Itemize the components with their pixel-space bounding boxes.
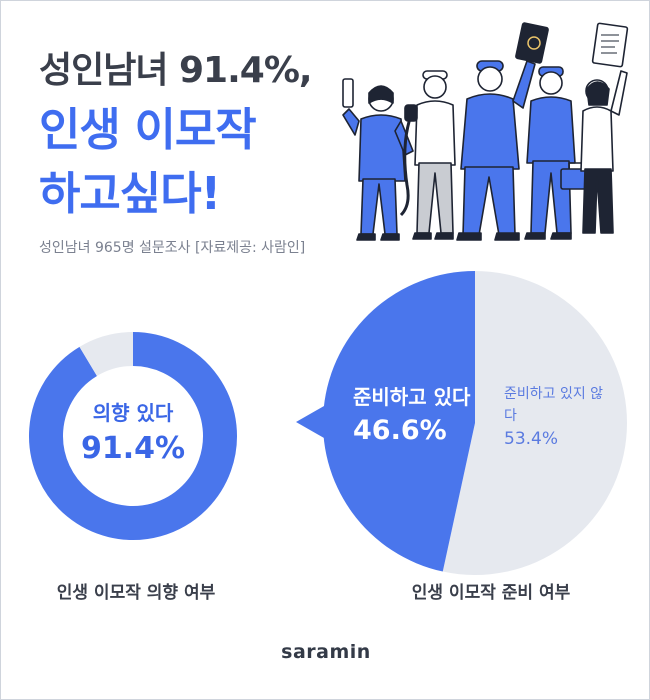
pie-slice-no-value: 53.4% bbox=[504, 429, 559, 449]
saramin-logo: saramin bbox=[281, 641, 371, 663]
donut-slice-0 bbox=[29, 332, 237, 540]
worker-toolbox-icon bbox=[524, 66, 592, 240]
donut-chart-caption: 인생 이모작 의향 여부 bbox=[56, 583, 216, 603]
worker-document-icon bbox=[580, 22, 629, 234]
workers-illustration bbox=[342, 22, 629, 241]
worker-hose-icon bbox=[399, 70, 456, 240]
donut-center-value: 91.4% bbox=[80, 431, 186, 466]
donut-center-label: 의향 있다 bbox=[92, 401, 174, 425]
title-line-3: 하고싶다! bbox=[39, 167, 221, 220]
worker-center-icon bbox=[456, 22, 549, 241]
worker-woman-icon bbox=[342, 78, 414, 241]
pie-slice-yes-label: 준비하고 있다 bbox=[353, 385, 471, 409]
pie-slice-yes bbox=[323, 271, 475, 572]
subtitle: 성인남녀 965명 설문조사 [자료제공: 사람인] bbox=[39, 240, 306, 256]
donut-slice-1 bbox=[79, 332, 134, 377]
pie-slice-no-label: 준비하고 있지 않다 bbox=[504, 386, 604, 424]
title-line-1: 성인남녀 91.4%, bbox=[39, 50, 313, 91]
pie-slice-no bbox=[442, 271, 628, 575]
pie-chart-caption: 인생 이모작 준비 여부 bbox=[411, 583, 571, 603]
title-line-2: 인생 이모작 bbox=[39, 103, 257, 156]
pie-slice-yes-value: 46.6% bbox=[353, 415, 447, 446]
pie-pointer bbox=[296, 402, 332, 443]
